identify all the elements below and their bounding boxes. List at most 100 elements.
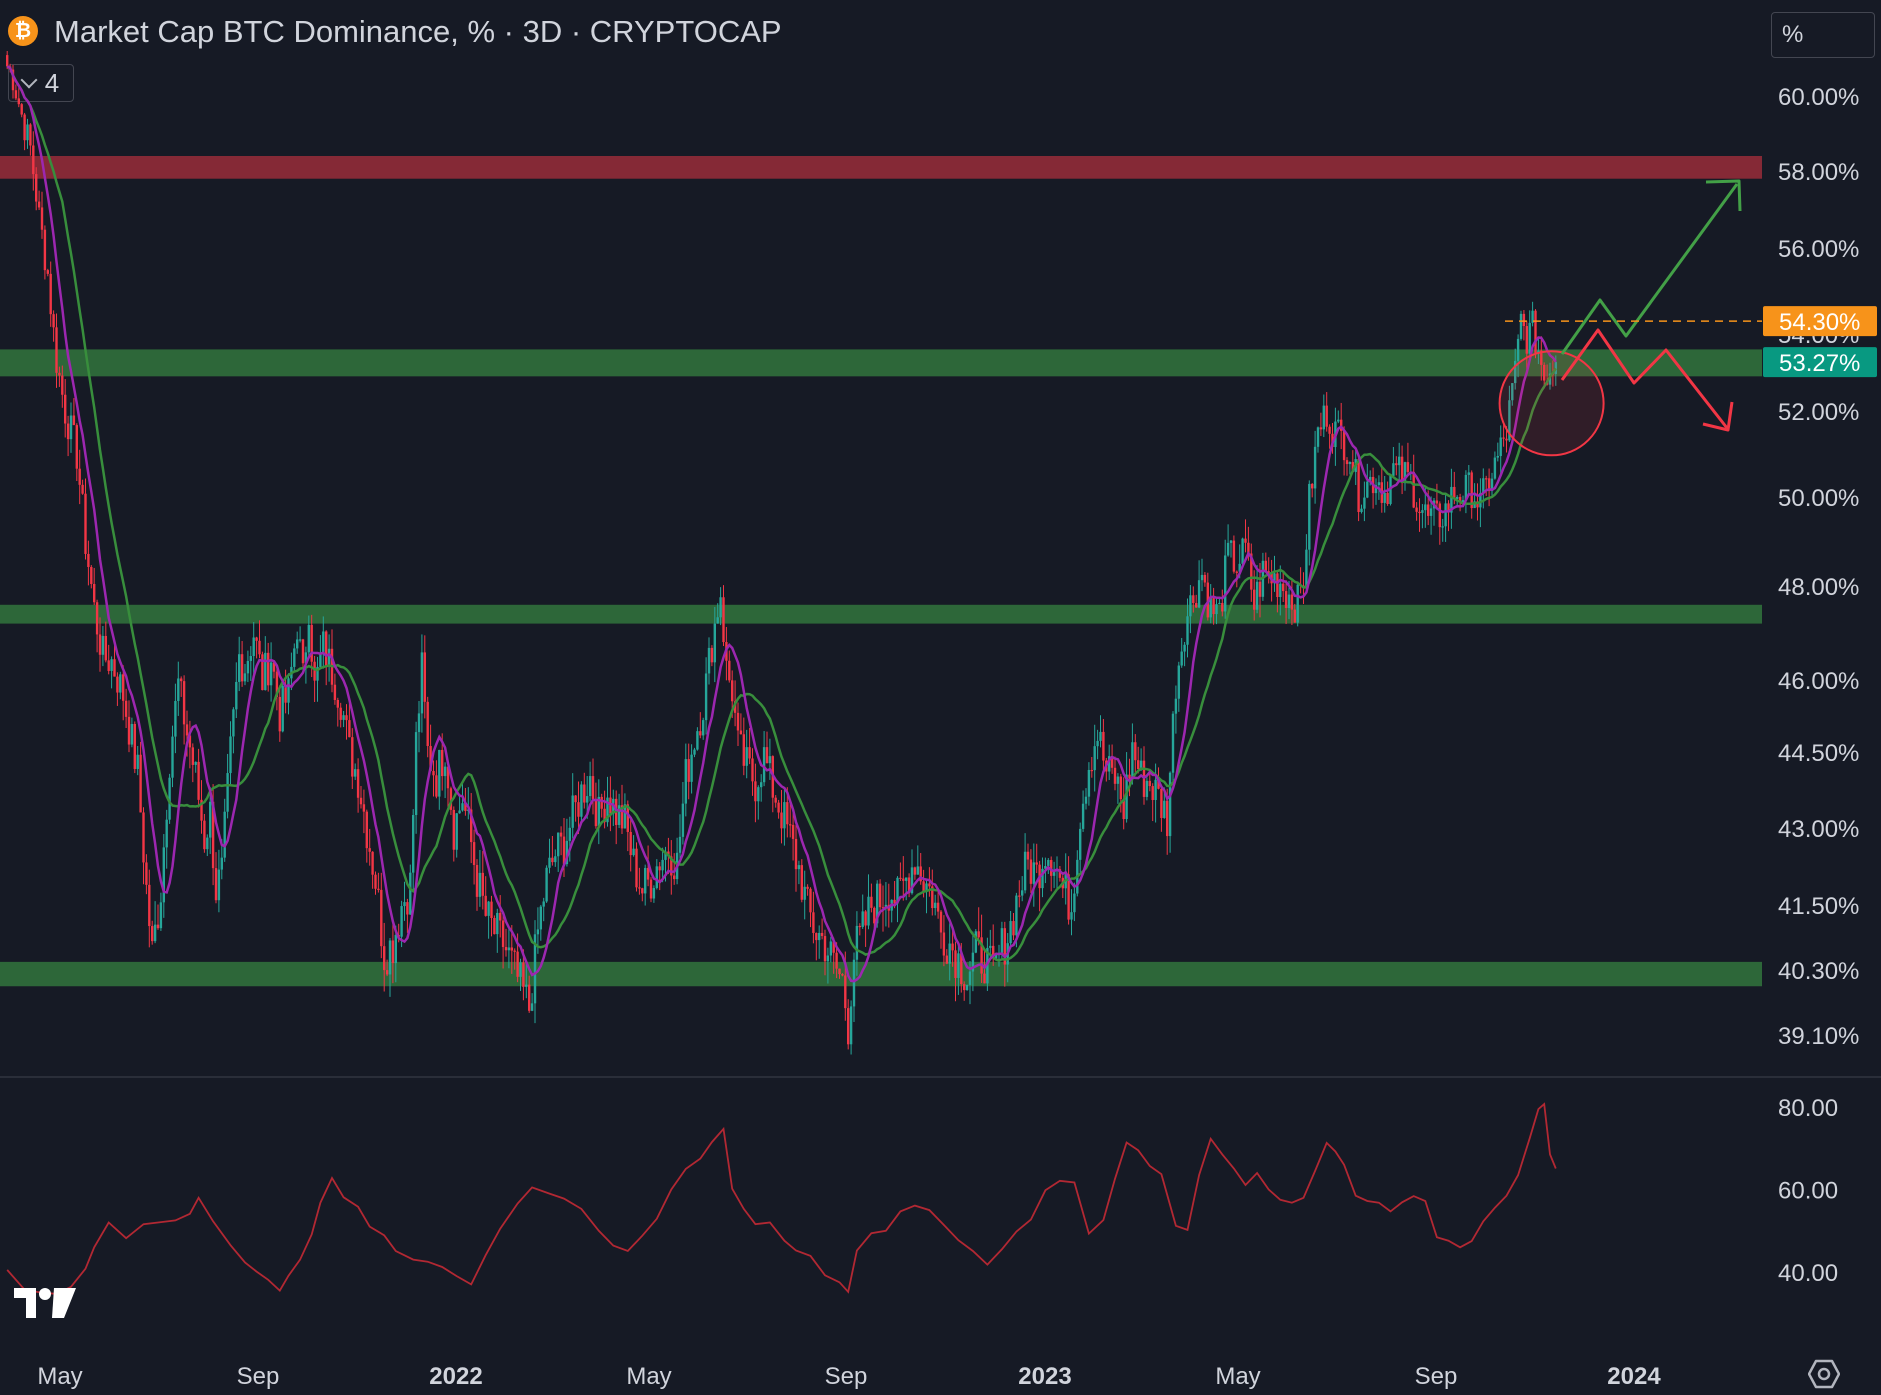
candle-body: [617, 805, 621, 825]
candle-body: [1232, 540, 1236, 572]
scale-mode-percent-button[interactable]: %: [1771, 12, 1875, 58]
candle: [1371, 467, 1375, 509]
candle: [1337, 410, 1340, 424]
candle-body: [23, 114, 26, 141]
candle: [1189, 584, 1192, 634]
candle-body: [217, 869, 221, 901]
candle-body: [655, 866, 658, 889]
candle: [635, 842, 638, 892]
candle: [446, 761, 450, 809]
candle-body: [336, 699, 339, 708]
candle: [168, 773, 171, 824]
candle: [539, 904, 542, 941]
candle-body: [791, 824, 795, 839]
candle: [884, 882, 888, 927]
candle: [809, 887, 812, 928]
candle-body: [90, 566, 93, 584]
candle-body: [757, 787, 760, 802]
candle-body: [603, 808, 606, 823]
candle-body: [893, 899, 896, 904]
candle-body: [1337, 419, 1340, 422]
candle: [519, 958, 522, 991]
candle-body: [925, 883, 928, 892]
candle-body: [1244, 538, 1247, 543]
candle: [574, 795, 577, 822]
candle-body: [687, 759, 690, 782]
candle-body: [472, 842, 476, 865]
candle: [1308, 480, 1311, 566]
candle: [385, 959, 389, 977]
candle: [180, 676, 183, 697]
candle-body: [1113, 767, 1117, 784]
candle: [252, 621, 255, 676]
candle-body: [1415, 507, 1418, 512]
candle-body: [571, 795, 574, 828]
candle: [64, 379, 67, 438]
candle: [365, 809, 368, 863]
candle-body: [1026, 851, 1030, 860]
price-scale-label: 39.10%: [1778, 1023, 1859, 1050]
candle-body: [327, 648, 331, 667]
candle-body: [939, 911, 943, 933]
candle: [1174, 685, 1178, 734]
candle: [110, 656, 113, 689]
candle-body: [478, 872, 482, 897]
candle: [1496, 442, 1499, 462]
highlight-circle: [1498, 350, 1605, 457]
candle: [1363, 481, 1366, 522]
candle: [336, 697, 339, 727]
candle-body: [783, 802, 786, 829]
candle-body: [1238, 563, 1241, 572]
candle-body: [641, 888, 644, 894]
candle-body: [1058, 869, 1062, 878]
candle: [98, 617, 102, 672]
candle-body: [501, 920, 505, 948]
candle-body: [992, 945, 995, 959]
candle: [1151, 783, 1154, 822]
candle-body: [855, 925, 859, 960]
candle-body: [661, 859, 664, 871]
candle: [267, 642, 270, 692]
candle: [104, 621, 107, 663]
candle: [472, 829, 476, 885]
candle-body: [72, 415, 76, 426]
candle-body: [664, 851, 667, 860]
candle: [139, 741, 142, 813]
candle-body: [1102, 731, 1105, 761]
candle: [467, 787, 470, 820]
candle-body: [739, 730, 743, 735]
candle-body: [1340, 419, 1343, 431]
candle-body: [699, 731, 702, 736]
price-label-background: [1763, 347, 1877, 378]
candle-body: [362, 804, 366, 812]
candle: [765, 731, 769, 764]
candle-body: [136, 754, 139, 769]
candle-body: [272, 662, 276, 672]
candle-body: [1447, 503, 1450, 513]
candle-body: [606, 797, 609, 823]
candle-body: [1047, 860, 1050, 866]
chart-settings-gear-icon[interactable]: [1808, 1358, 1840, 1390]
candle-body: [638, 887, 641, 889]
candle-body: [733, 701, 737, 713]
candle-body: [600, 796, 603, 809]
candle: [1183, 641, 1186, 667]
candle-body: [1087, 769, 1091, 797]
candle: [1050, 856, 1053, 892]
indicator-count: 4: [44, 67, 60, 98]
candle: [1299, 567, 1302, 594]
candle: [499, 895, 502, 938]
candle-body: [881, 907, 885, 909]
candle-body: [1290, 594, 1294, 610]
candle: [1148, 773, 1151, 792]
candle: [327, 634, 331, 682]
candle: [957, 944, 960, 995]
candle: [1273, 555, 1276, 592]
candle-body: [742, 734, 745, 766]
candle-body: [896, 877, 899, 904]
candle-body: [1258, 581, 1262, 597]
candle-body: [95, 602, 99, 635]
candle-body: [148, 884, 151, 927]
candle-body: [954, 950, 957, 978]
